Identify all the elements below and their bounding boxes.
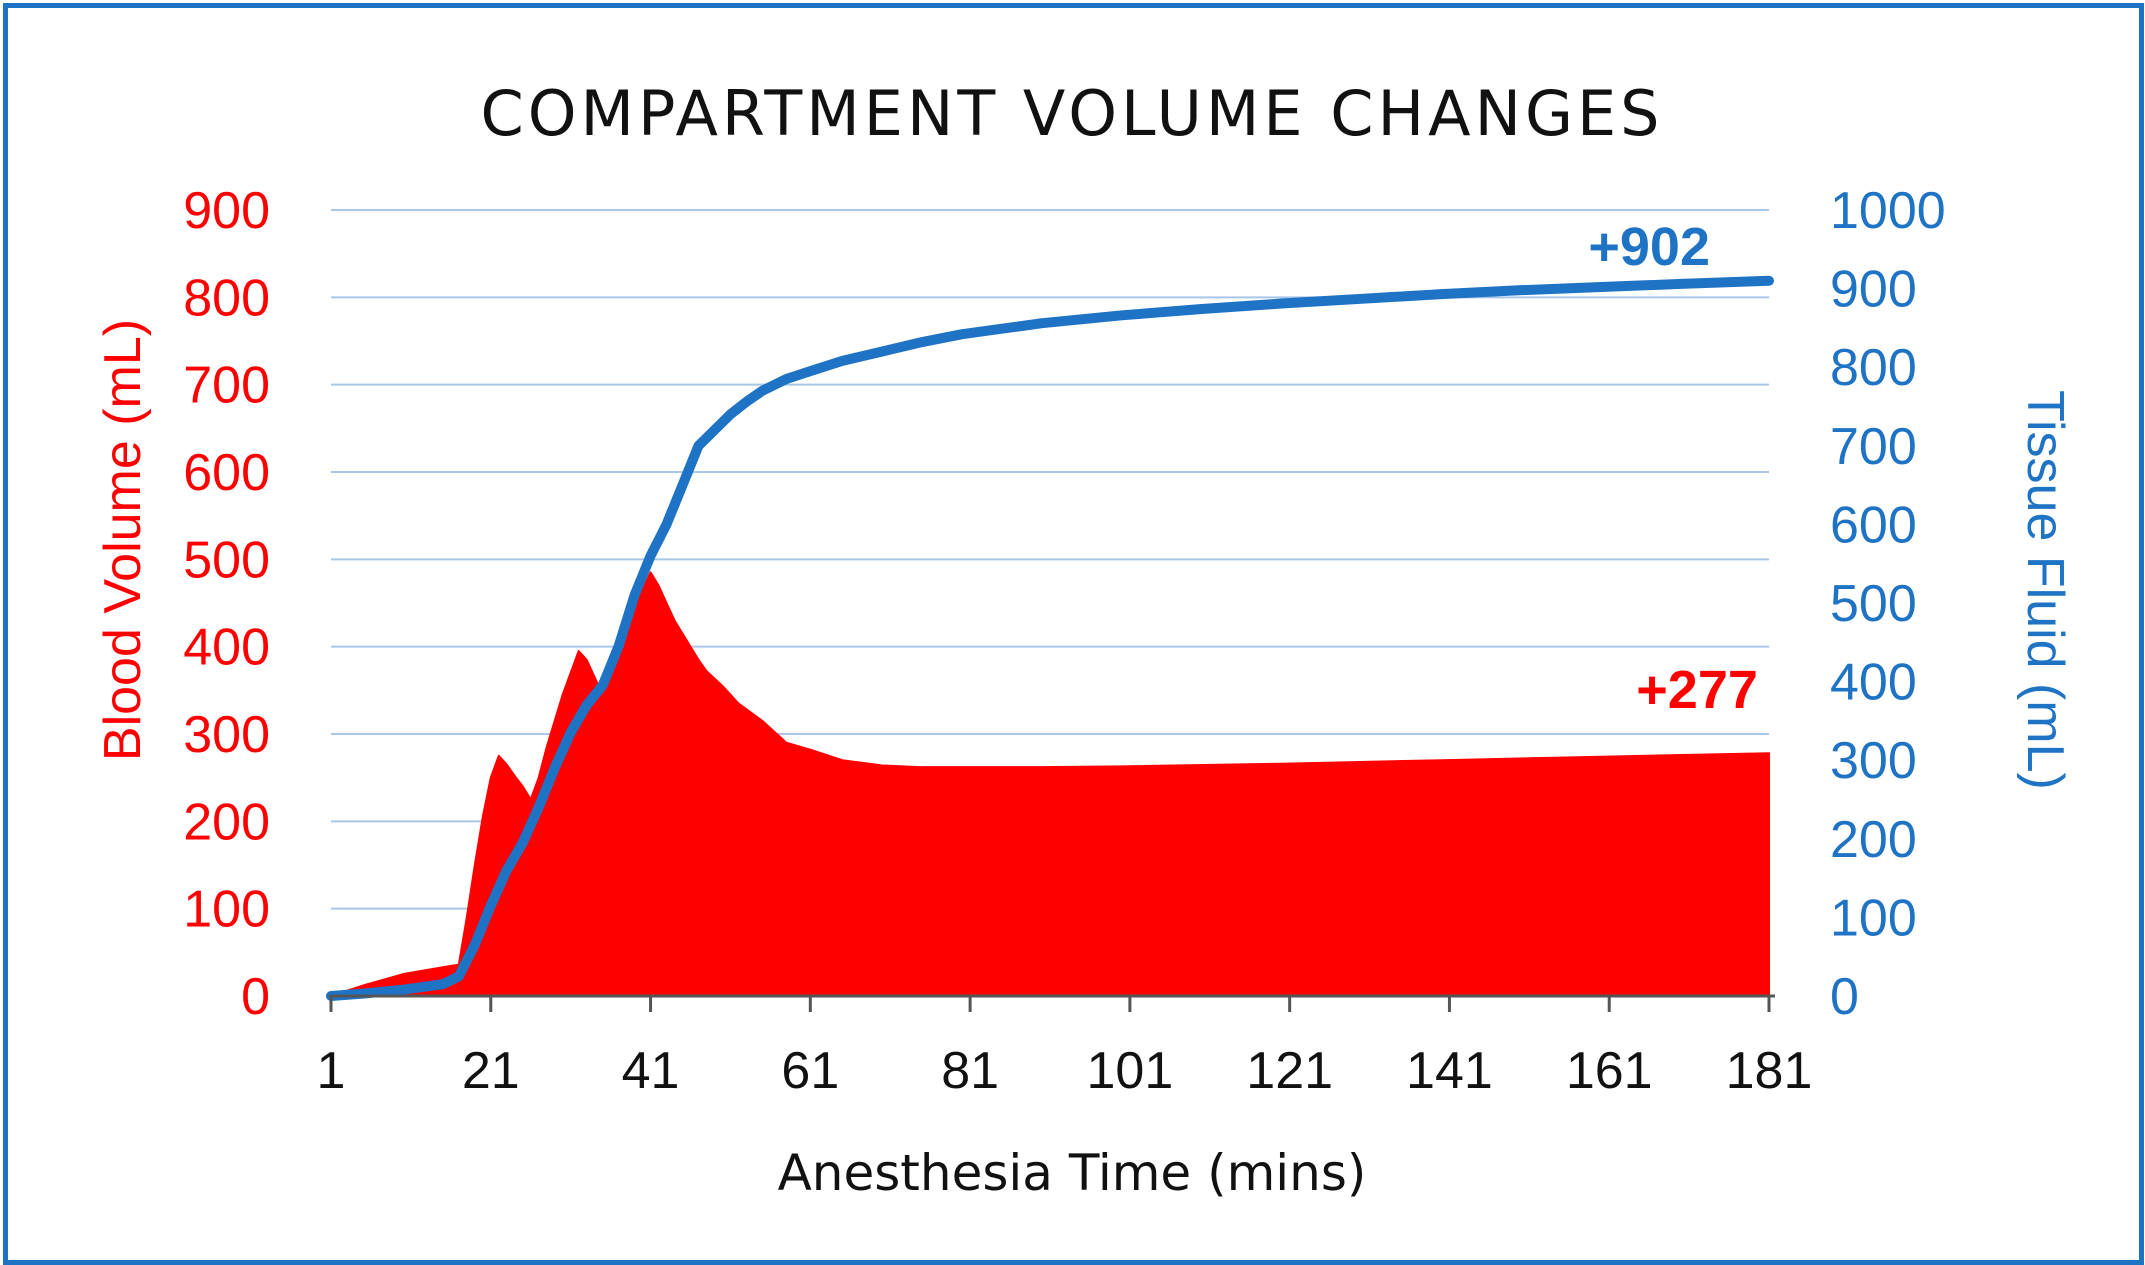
right-tick-label: 900: [1830, 261, 1917, 319]
left-tick-label: 300: [183, 706, 270, 764]
tick-labels: 0 100 200 300 400 500 600 700 800 900 0 100 200 300 40…: [183, 182, 1945, 1100]
left-tick-label: 100: [183, 881, 270, 939]
left-tick-label: 500: [183, 531, 270, 589]
left-tick-label: 800: [183, 269, 270, 327]
x-tick-label: 81: [941, 1042, 999, 1100]
left-axis-label: Blood Volume (mL): [94, 319, 152, 761]
tissue-fluid-line-layer: [326, 275, 1774, 1001]
right-tick-label: 600: [1830, 496, 1917, 554]
right-tick-label: 700: [1830, 418, 1917, 476]
x-tick-label: 61: [781, 1042, 839, 1100]
right-tick-label: 300: [1830, 732, 1917, 790]
left-tick-label: 600: [183, 444, 270, 502]
right-tick-label: 200: [1830, 811, 1917, 869]
right-tick-label: 500: [1830, 575, 1917, 633]
annotation-label: +902: [1588, 217, 1710, 277]
x-tick-label: 141: [1406, 1042, 1493, 1100]
annotations: +902 +277: [1588, 217, 1758, 720]
x-tick-label: 1: [317, 1042, 346, 1100]
axes: [329, 994, 1775, 1012]
left-tick-label: 400: [183, 619, 270, 677]
x-tick-label: 181: [1726, 1042, 1813, 1100]
left-tick-label: 0: [241, 968, 270, 1026]
chart-title: COMPARTMENT VOLUME CHANGES: [480, 77, 1663, 150]
right-tick-label: 100: [1830, 889, 1917, 947]
x-tick-label: 41: [622, 1042, 680, 1100]
x-tick-label: 161: [1566, 1042, 1653, 1100]
right-tick-label: 0: [1830, 968, 1859, 1026]
right-axis-label: Tissue Fluid (mL): [2016, 390, 2074, 790]
left-tick-label: 900: [183, 182, 270, 240]
left-tick-label: 700: [183, 357, 270, 415]
right-tick-label: 1000: [1830, 182, 1946, 240]
annotation-label: +277: [1636, 660, 1758, 720]
x-tick-label: 121: [1246, 1042, 1333, 1100]
x-axis-label: Anesthesia Time (mins): [778, 1144, 1367, 1202]
right-tick-label: 400: [1830, 654, 1917, 712]
x-tick-label: 21: [462, 1042, 520, 1100]
tissue-fluid-line: [326, 275, 1774, 1001]
right-tick-label: 800: [1830, 339, 1917, 397]
x-tick-label: 101: [1087, 1042, 1174, 1100]
chart-frame: [3, 3, 2144, 1265]
left-tick-label: 200: [183, 793, 270, 851]
